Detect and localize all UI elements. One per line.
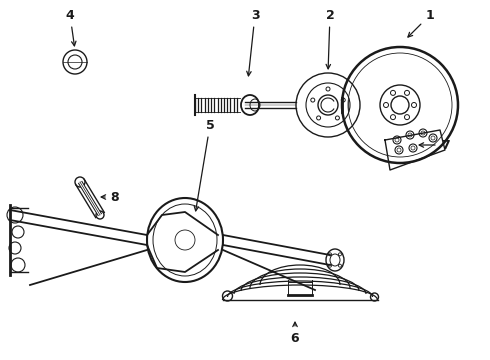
Text: 2: 2 [326, 9, 334, 69]
Text: 3: 3 [246, 9, 259, 76]
Text: 1: 1 [408, 9, 434, 37]
Text: 8: 8 [101, 190, 119, 203]
Text: 7: 7 [419, 139, 449, 152]
Text: 6: 6 [291, 322, 299, 345]
Text: 4: 4 [66, 9, 76, 46]
Text: 5: 5 [194, 118, 215, 211]
